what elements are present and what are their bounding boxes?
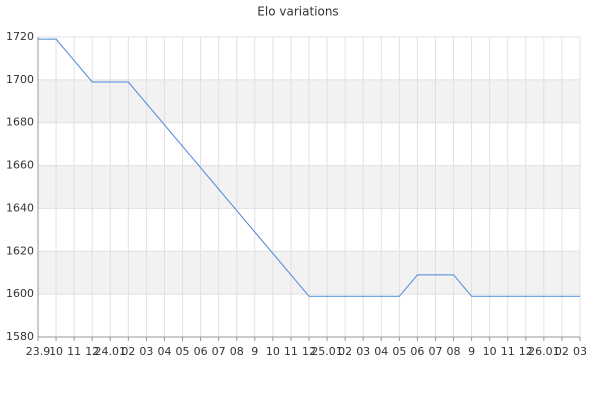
x-tick-label: 23.9 (26, 345, 51, 358)
x-tick-label: 02 (338, 345, 352, 358)
x-tick-label: 11 (284, 345, 298, 358)
x-tick-label: 06 (194, 345, 208, 358)
x-tick-label: 24.01 (95, 345, 127, 358)
x-tick-label: 11 (67, 345, 81, 358)
x-tick-label: 05 (392, 345, 406, 358)
x-tick-label: 10 (266, 345, 280, 358)
y-tick-label: 1600 (6, 287, 34, 300)
y-tick-label: 1660 (6, 159, 34, 172)
x-tick-label: 03 (356, 345, 370, 358)
x-tick-label: 12 (302, 345, 316, 358)
x-tick-label: 04 (374, 345, 388, 358)
x-tick-label: 05 (176, 345, 190, 358)
x-tick-label: 02 (555, 345, 569, 358)
chart-title: Elo variations (257, 5, 338, 19)
x-tick-label: 12 (519, 345, 533, 358)
x-tick-label: 07 (428, 345, 442, 358)
y-tick-label: 1680 (6, 116, 34, 129)
x-tick-label: 04 (157, 345, 171, 358)
x-tick-label: 02 (121, 345, 135, 358)
x-tick-label: 10 (483, 345, 497, 358)
x-tick-label: 08 (447, 345, 461, 358)
y-tick-label: 1700 (6, 73, 34, 86)
line (38, 38, 580, 297)
y-tick-label: 1640 (6, 201, 34, 214)
x-tick-label: 11 (501, 345, 515, 358)
x-tick-label: 03 (139, 345, 153, 358)
x-tick-label: 03 (573, 345, 587, 358)
x-tick-label: 12 (85, 345, 99, 358)
x-tick-label: 9 (251, 345, 258, 358)
x-tick-label: 9 (468, 345, 475, 358)
y-tick-label: 1580 (6, 330, 34, 343)
x-tick-label: 10 (49, 345, 63, 358)
x-tick-label: 06 (410, 345, 424, 358)
x-tick-label: 25.01 (311, 345, 343, 358)
x-tick-label: 08 (230, 345, 244, 358)
x-tick-label: 26.01 (528, 345, 560, 358)
y-tick-label: 1620 (6, 244, 34, 257)
y-tick-label: 1720 (6, 30, 34, 43)
x-tick-label: 07 (212, 345, 226, 358)
